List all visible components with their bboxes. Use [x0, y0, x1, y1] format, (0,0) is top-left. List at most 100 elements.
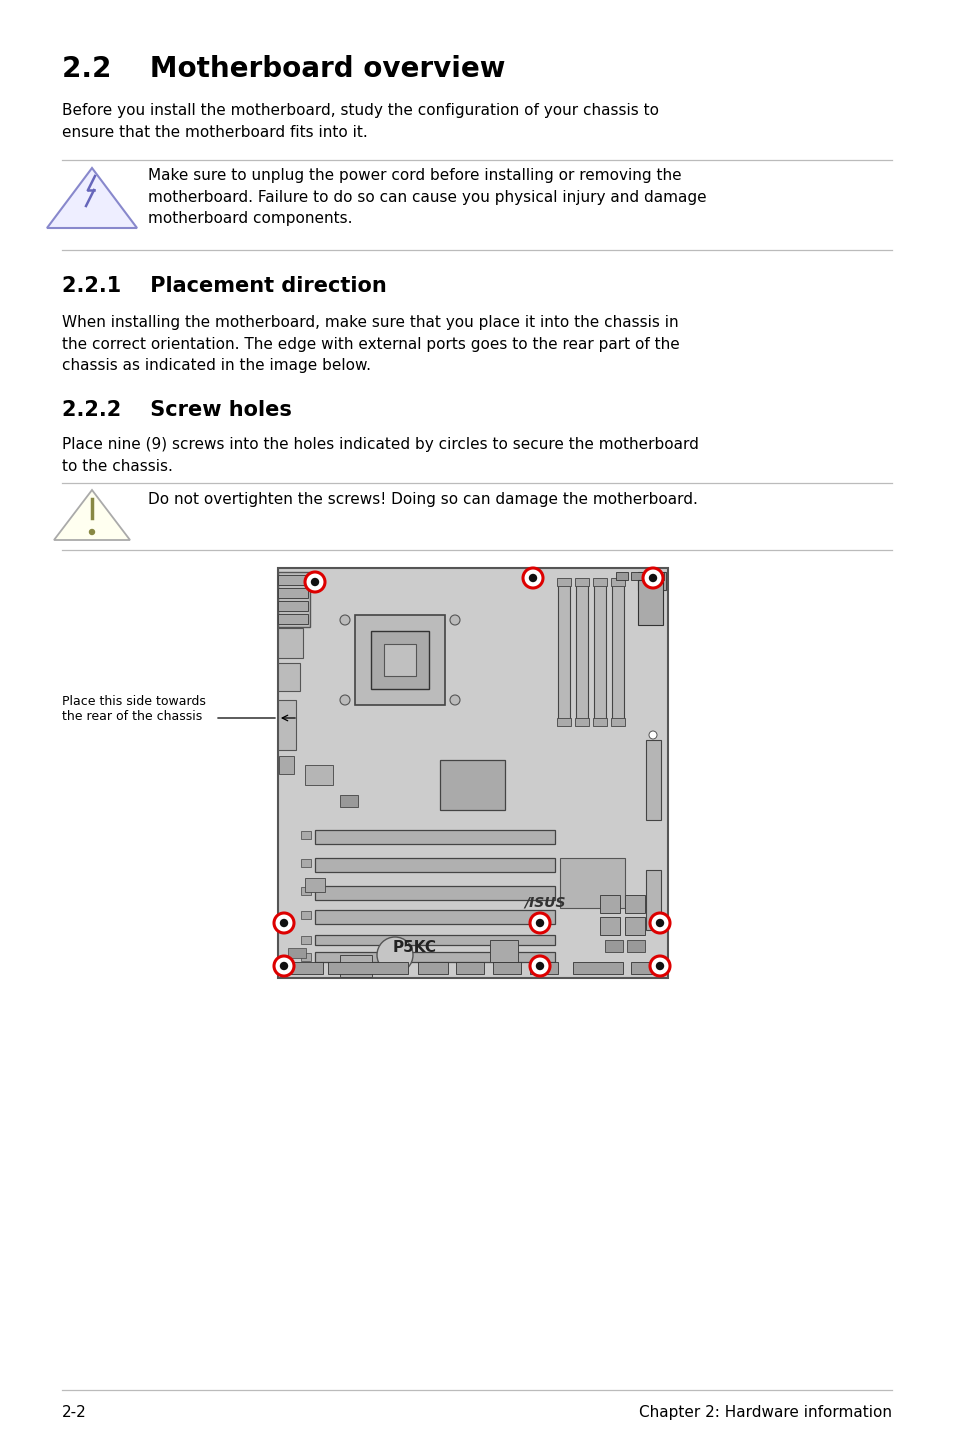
Bar	[630, 962, 665, 974]
Bar	[339, 795, 357, 807]
Circle shape	[90, 529, 94, 535]
Bar	[314, 858, 555, 871]
Circle shape	[305, 572, 325, 592]
Bar	[493, 962, 520, 974]
Bar	[638, 580, 662, 626]
Polygon shape	[54, 490, 130, 541]
Bar	[277, 588, 308, 598]
Bar	[490, 940, 517, 962]
Circle shape	[376, 938, 413, 974]
Circle shape	[450, 615, 459, 626]
Bar	[559, 858, 624, 907]
Bar	[645, 741, 660, 820]
Bar	[638, 594, 658, 605]
Text: Do not overtighten the screws! Doing so can damage the motherboard.: Do not overtighten the screws! Doing so …	[148, 492, 698, 508]
Bar	[277, 628, 303, 659]
Bar	[288, 948, 306, 958]
Bar	[305, 879, 325, 892]
Bar	[576, 580, 587, 720]
Bar	[314, 910, 555, 925]
Bar	[612, 580, 623, 720]
Bar	[301, 887, 311, 894]
Circle shape	[280, 919, 287, 926]
Bar	[630, 572, 642, 580]
Bar	[573, 962, 622, 974]
Bar	[371, 631, 429, 689]
Bar	[278, 756, 294, 774]
Bar	[277, 601, 308, 611]
Bar	[575, 718, 588, 726]
Bar	[277, 614, 308, 624]
Circle shape	[649, 956, 669, 976]
Circle shape	[274, 913, 294, 933]
Bar	[301, 953, 311, 961]
Bar	[439, 761, 504, 810]
Bar	[277, 700, 295, 751]
Bar	[283, 962, 323, 974]
Circle shape	[642, 568, 662, 588]
Text: 2.2.1    Placement direction: 2.2.1 Placement direction	[62, 276, 386, 296]
Circle shape	[649, 913, 669, 933]
Circle shape	[274, 956, 294, 976]
Bar	[277, 575, 308, 585]
Bar	[314, 830, 555, 844]
Text: Before you install the motherboard, study the configuration of your chassis to
e: Before you install the motherboard, stud…	[62, 104, 659, 139]
Text: Place nine (9) screws into the holes indicated by circles to secure the motherbo: Place nine (9) screws into the holes ind…	[62, 437, 699, 473]
Text: 2.2.2    Screw holes: 2.2.2 Screw holes	[62, 400, 292, 420]
Text: /ISUS: /ISUS	[523, 894, 565, 909]
Text: 2-2: 2-2	[62, 1405, 87, 1419]
Bar	[456, 962, 483, 974]
Bar	[624, 917, 644, 935]
Circle shape	[522, 568, 542, 588]
Text: Chapter 2: Hardware information: Chapter 2: Hardware information	[639, 1405, 891, 1419]
Bar	[593, 578, 606, 587]
Circle shape	[339, 695, 350, 705]
Bar	[417, 962, 448, 974]
Bar	[301, 858, 311, 867]
Circle shape	[530, 956, 550, 976]
Text: Place this side towards
the rear of the chassis: Place this side towards the rear of the …	[62, 695, 206, 723]
Bar	[301, 912, 311, 919]
Circle shape	[656, 919, 662, 926]
Bar	[616, 572, 627, 580]
Bar	[558, 580, 569, 720]
Bar	[610, 718, 624, 726]
Bar	[339, 955, 372, 976]
Circle shape	[530, 913, 550, 933]
Bar	[384, 644, 416, 676]
Bar	[626, 940, 644, 952]
Bar	[305, 765, 333, 785]
Circle shape	[280, 962, 287, 969]
Bar	[277, 663, 299, 692]
Circle shape	[312, 578, 318, 585]
Bar	[328, 962, 408, 974]
Bar	[624, 894, 644, 913]
Text: When installing the motherboard, make sure that you place it into the chassis in: When installing the motherboard, make su…	[62, 315, 679, 374]
Text: 2.2    Motherboard overview: 2.2 Motherboard overview	[62, 55, 505, 83]
Circle shape	[529, 575, 536, 581]
Text: Make sure to unplug the power cord before installing or removing the
motherboard: Make sure to unplug the power cord befor…	[148, 168, 706, 226]
Bar	[599, 917, 619, 935]
Bar	[575, 578, 588, 587]
Circle shape	[649, 575, 656, 581]
Bar	[645, 870, 660, 930]
Bar	[557, 578, 571, 587]
Circle shape	[648, 731, 657, 739]
Bar	[301, 936, 311, 943]
Circle shape	[339, 615, 350, 626]
Text: P5KC: P5KC	[393, 940, 436, 955]
Bar	[638, 572, 665, 590]
Circle shape	[450, 695, 459, 705]
Bar	[355, 615, 444, 705]
Circle shape	[536, 962, 543, 969]
Bar	[277, 568, 667, 978]
Bar	[610, 578, 624, 587]
Circle shape	[536, 919, 543, 926]
Bar	[593, 718, 606, 726]
Bar	[301, 831, 311, 838]
Bar	[557, 718, 571, 726]
Polygon shape	[47, 168, 137, 229]
Bar	[314, 935, 555, 945]
Bar	[314, 952, 555, 962]
Bar	[599, 894, 619, 913]
